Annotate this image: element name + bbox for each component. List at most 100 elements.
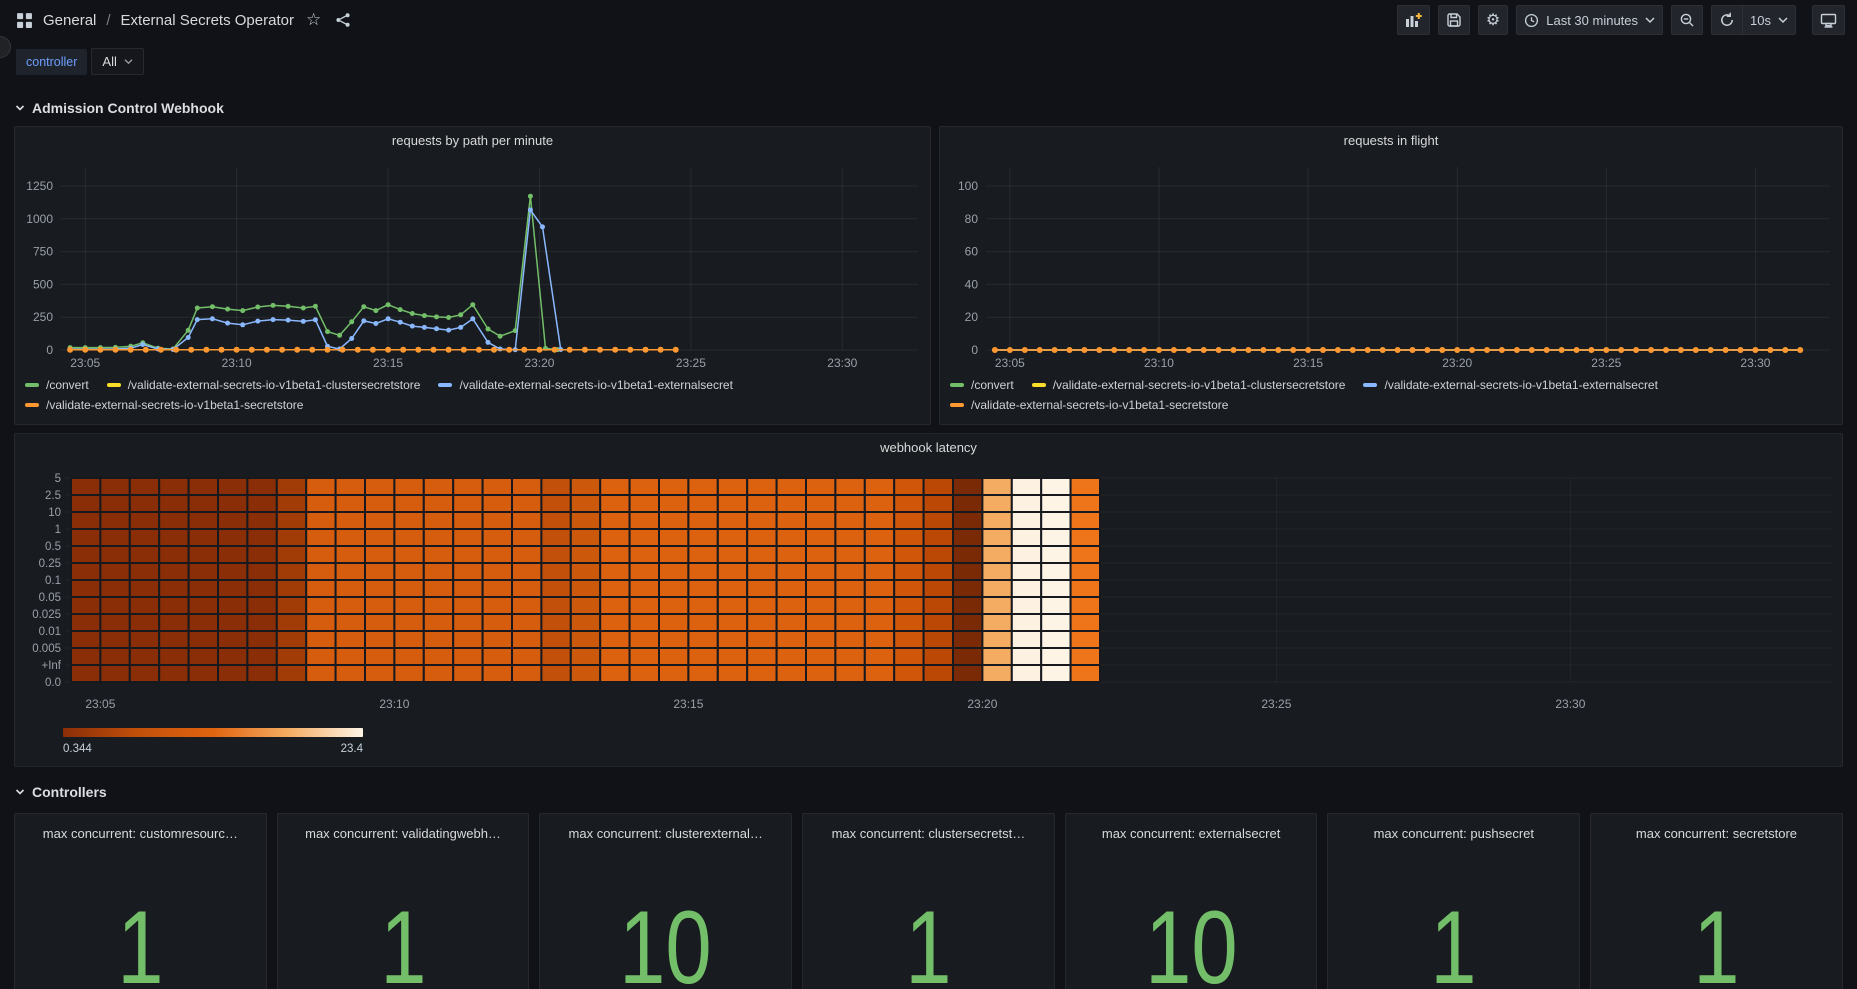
panel-title[interactable]: requests by path per minute (391, 132, 554, 148)
legend-item[interactable]: /validate-external-secrets-io-v1beta1-se… (950, 398, 1228, 412)
stat-value: 1 (379, 890, 427, 989)
svg-text:23:20: 23:20 (524, 356, 554, 370)
stat-panel-title[interactable]: max concurrent: clustersecretst… (831, 826, 1026, 841)
legend-item[interactable]: /validate-external-secrets-io-v1beta1-cl… (106, 378, 420, 392)
stat-panel: max concurrent: customresourc… 1 (14, 813, 267, 989)
zoom-out-icon (1679, 12, 1695, 28)
legend-swatch (25, 403, 39, 407)
top-navbar: General / External Secrets Operator ☆ (0, 0, 1857, 40)
legend-item[interactable]: /validate-external-secrets-io-v1beta1-se… (25, 398, 303, 412)
refresh-button[interactable] (1711, 5, 1743, 35)
panel-requests-by-path: requests by path per minute 0 250 500 750 10… (14, 126, 931, 425)
dashboard-settings-button[interactable]: ⚙ (1477, 5, 1509, 35)
svg-text:2.5: 2.5 (45, 490, 61, 502)
breadcrumb-section[interactable]: General (43, 11, 97, 29)
panel-title[interactable]: requests in flight (1343, 132, 1439, 148)
svg-text:23:20: 23:20 (967, 697, 997, 711)
stat-value: 10 (619, 890, 712, 989)
time-range-picker[interactable]: Last 30 minutes (1516, 5, 1664, 35)
stat-panel-title[interactable]: max concurrent: customresourc… (42, 826, 238, 841)
section-title: Controllers (32, 784, 107, 800)
legend-swatch (106, 383, 121, 387)
stat-panel-title[interactable]: max concurrent: pushsecret (1373, 826, 1534, 841)
panel-requests-in-flight: requests in flight 0 20 40 60 80 100 23:05 23:1… (939, 126, 1843, 425)
stat-panel-title[interactable]: max concurrent: secretstore (1635, 826, 1798, 841)
svg-text:0.005: 0.005 (32, 643, 61, 655)
share-icon[interactable] (335, 12, 351, 28)
svg-text:23:15: 23:15 (373, 356, 403, 370)
legend-label: /convert (971, 378, 1014, 392)
section-admission-control-webhook[interactable]: Admission Control Webhook (14, 95, 1843, 121)
svg-text:23:25: 23:25 (1591, 356, 1621, 370)
svg-text:1: 1 (55, 524, 61, 536)
zoom-out-button[interactable] (1671, 5, 1704, 35)
svg-text:250: 250 (33, 310, 53, 324)
save-icon (1446, 12, 1462, 28)
requests-in-flight-chart[interactable]: 0 20 40 60 80 100 23:05 23:10 23:15 23:20 23:25 23:… (940, 153, 1842, 380)
breadcrumb-dashboard-title[interactable]: External Secrets Operator (120, 11, 294, 29)
stat-panel-title[interactable]: max concurrent: externalsecret (1101, 826, 1281, 841)
legend-item[interactable]: /validate-external-secrets-io-v1beta1-ex… (1363, 378, 1658, 392)
svg-text:23:05: 23:05 (85, 697, 115, 711)
legend-item[interactable]: /validate-external-secrets-io-v1beta1-ex… (438, 378, 733, 392)
svg-text:0.05: 0.05 (39, 592, 61, 604)
svg-text:23:15: 23:15 (673, 697, 703, 711)
legend-label: /validate-external-secrets-io-v1beta1-ex… (1384, 378, 1658, 392)
variable-controller-value-dropdown[interactable]: All (91, 48, 144, 75)
legend-item[interactable]: /convert (25, 378, 89, 392)
settings-gear-icon: ⚙ (1485, 12, 1501, 29)
refresh-interval-label: 10s (1750, 12, 1771, 28)
stat-panel-title[interactable]: max concurrent: validatingwebh… (305, 826, 501, 841)
section-title: Admission Control Webhook (32, 100, 224, 116)
stat-panel-title[interactable]: max concurrent: clusterexternal… (568, 826, 763, 841)
svg-text:5: 5 (55, 473, 61, 485)
star-icon[interactable]: ☆ (305, 10, 322, 29)
svg-text:23:05: 23:05 (995, 356, 1025, 370)
stat-panel: max concurrent: clusterexternal… 10 (539, 813, 793, 989)
stat-value: 1 (1693, 890, 1740, 989)
svg-text:40: 40 (965, 277, 979, 291)
svg-text:0.25: 0.25 (39, 558, 61, 570)
legend-swatch (25, 383, 39, 387)
legend-item[interactable]: /convert (950, 378, 1014, 392)
svg-text:0.025: 0.025 (32, 609, 61, 621)
legend-label: /validate-external-secrets-io-v1beta1-se… (46, 398, 304, 412)
panel-title[interactable]: webhook latency (880, 439, 977, 455)
legend-label: /validate-external-secrets-io-v1beta1-ex… (459, 378, 733, 392)
stat-panel: max concurrent: validatingwebh… 1 (276, 813, 530, 989)
svg-text:80: 80 (965, 212, 979, 226)
stat-value: 10 (1144, 890, 1238, 989)
requests-by-path-chart[interactable]: 0 250 500 750 1000 1250 23:05 23:10 23:15 23:20 23… (15, 153, 930, 380)
chevron-down-icon (14, 102, 26, 114)
svg-text:23:10: 23:10 (1144, 356, 1174, 370)
legend-swatch (950, 383, 964, 387)
svg-text:0.0: 0.0 (45, 677, 61, 689)
time-range-label: Last 30 minutes (1546, 12, 1639, 28)
svg-text:23:10: 23:10 (379, 697, 409, 711)
section-controllers[interactable]: Controllers (14, 779, 1843, 805)
save-dashboard-button[interactable] (1437, 5, 1470, 35)
stat-value: 1 (117, 890, 164, 989)
panel-webhook-latency: webhook latency 23:05 23:10 23:15 23:20 23:2… (14, 433, 1843, 767)
svg-text:1250: 1250 (26, 179, 53, 193)
svg-text:750: 750 (33, 245, 53, 259)
svg-text:1000: 1000 (26, 212, 53, 226)
svg-text:23.4: 23.4 (341, 743, 364, 755)
refresh-interval-dropdown[interactable]: 10s (1742, 5, 1796, 35)
add-panel-button[interactable] (1396, 5, 1430, 35)
panel-add-icon (1405, 12, 1422, 29)
legend-swatch (438, 383, 453, 387)
stat-value: 1 (905, 890, 952, 989)
svg-text:500: 500 (33, 277, 53, 291)
webhook-latency-heatmap[interactable]: 23:05 23:10 23:15 23:20 23:25 23:30 5 2.5 10 1 0.5… (15, 460, 1842, 773)
legend-label: /validate-external-secrets-io-v1beta1-se… (971, 398, 1229, 412)
stat-panel: max concurrent: secretstore 1 (1590, 813, 1843, 989)
legend-swatch (1031, 383, 1046, 387)
apps-grid-icon[interactable] (16, 12, 33, 29)
variable-controller-label[interactable]: controller (16, 48, 88, 75)
svg-text:23:30: 23:30 (827, 356, 857, 370)
cycle-view-mode-button[interactable] (1812, 5, 1845, 35)
svg-text:0.344: 0.344 (63, 743, 92, 755)
legend-swatch (1363, 383, 1378, 387)
legend-item[interactable]: /validate-external-secrets-io-v1beta1-cl… (1031, 378, 1345, 392)
